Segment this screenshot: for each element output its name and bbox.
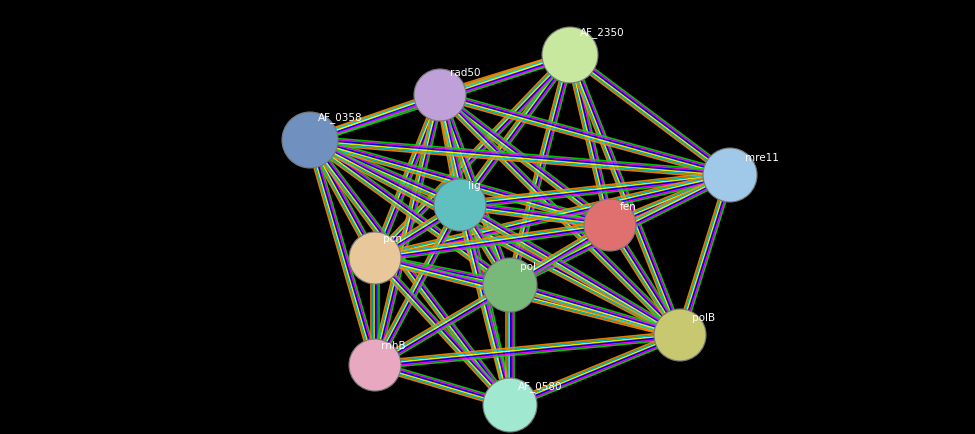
Text: rnhB: rnhB xyxy=(381,341,406,351)
Text: rad50: rad50 xyxy=(450,68,481,78)
Text: AF_2350: AF_2350 xyxy=(580,27,625,38)
Text: pol: pol xyxy=(520,262,536,272)
Text: polB: polB xyxy=(692,313,715,323)
Circle shape xyxy=(434,179,486,231)
Circle shape xyxy=(349,232,401,284)
Circle shape xyxy=(483,258,537,312)
Circle shape xyxy=(584,199,636,251)
Circle shape xyxy=(542,27,598,83)
Text: fen: fen xyxy=(620,202,637,212)
Text: AF_0358: AF_0358 xyxy=(318,112,363,123)
Circle shape xyxy=(654,309,706,361)
Text: pcn: pcn xyxy=(383,234,402,244)
Circle shape xyxy=(483,378,537,432)
Text: AF_0580: AF_0580 xyxy=(518,381,563,392)
Circle shape xyxy=(349,339,401,391)
Circle shape xyxy=(414,69,466,121)
Text: lig: lig xyxy=(468,181,481,191)
Circle shape xyxy=(282,112,338,168)
Text: mre11: mre11 xyxy=(745,153,779,163)
Circle shape xyxy=(703,148,757,202)
